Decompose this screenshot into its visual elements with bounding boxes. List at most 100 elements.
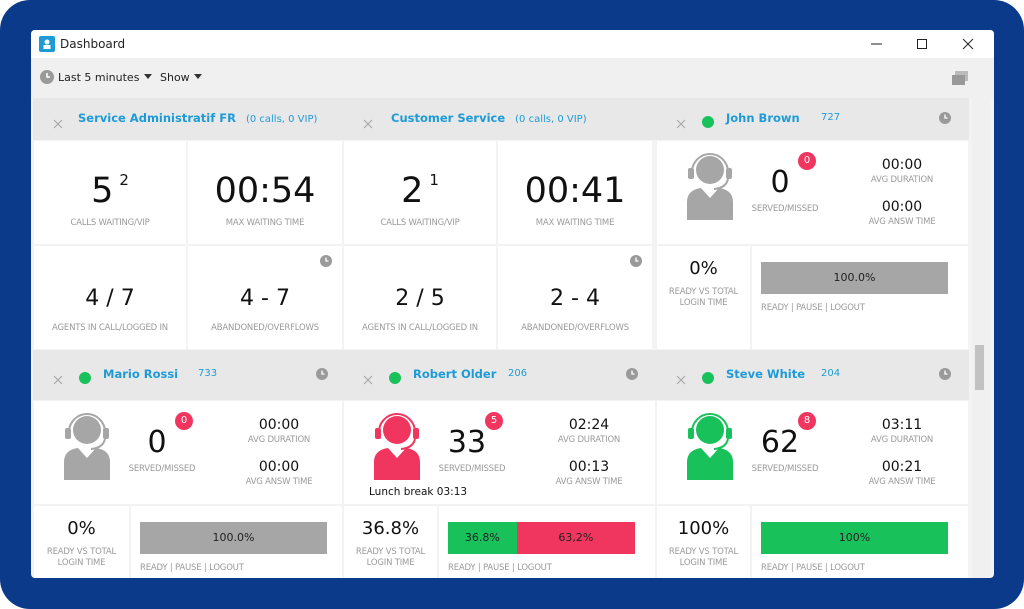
avg-duration-label: AVG DURATION (557, 435, 621, 445)
segment-label: 36.8% (464, 531, 500, 544)
stat-value: 00:54 (188, 171, 342, 211)
ready-cell: 36.8% READY VS TOTAL LOGIN TIME (344, 506, 437, 578)
ready-percent: 0% (689, 258, 718, 279)
queue-name: Service Administratif FR (78, 111, 236, 125)
served-label: SERVED/MISSED (438, 464, 506, 474)
stat-cell: 5 2 CALLS WAITING/VIP (34, 141, 186, 244)
served-count: 0 (147, 425, 167, 460)
segment-label: 100.0% (212, 531, 255, 544)
time-range[interactable]: Last 5 minutes (58, 71, 140, 84)
avg-answ-label: AVG ANSW TIME (245, 477, 313, 487)
avg-duration: 00:00 (881, 157, 923, 173)
queue-name: Customer Service (391, 111, 506, 125)
queue-summary: (0 calls, 0 VIP) (245, 114, 318, 125)
agent-name: Robert Older (413, 367, 497, 381)
agent-icon (684, 408, 736, 484)
agent-ext: 204 (821, 368, 841, 379)
title-bar (31, 30, 994, 58)
close-icon (676, 370, 686, 389)
avg-answ: 00:13 (568, 459, 610, 475)
bar-cell: 100.0% READY | PAUSE | LOGOUT (131, 506, 342, 578)
toolbar (31, 58, 994, 98)
served-count: 62 (760, 425, 800, 460)
status-dot (389, 369, 401, 388)
bar-cell: 100% READY | PAUSE | LOGOUT (752, 506, 968, 578)
avg-answ: 00:21 (881, 459, 923, 475)
clock-icon (320, 255, 332, 267)
dropdown-arrow (144, 74, 152, 79)
agent-ext: 206 (508, 368, 528, 379)
clock-icon (938, 110, 952, 129)
missed-badge: 0 (175, 412, 193, 430)
close-icon (363, 114, 373, 133)
window-title: Dashboard (60, 37, 126, 51)
stat-number: 2 (401, 171, 424, 211)
served-count: 33 (447, 425, 487, 460)
close-icon (363, 375, 373, 385)
agent-icon (684, 148, 736, 224)
window: Dashboard Last 5 minutes Show Service Ad… (31, 30, 994, 578)
ready-cell: 0% READY VS TOTAL LOGIN TIME (657, 246, 750, 349)
stat-label: ABANDONED/OVERFLOWS (521, 323, 629, 333)
served-label: SERVED/MISSED (128, 464, 196, 474)
stat-value: 00:41 (498, 171, 652, 211)
clock-icon (629, 253, 643, 272)
ready-label: READY VS TOTAL LOGIN TIME (355, 547, 426, 568)
agent-actions: READY | PAUSE | LOGOUT (761, 563, 865, 573)
queue-header (33, 98, 343, 140)
avg-duration: 00:00 (258, 417, 300, 433)
scroll-thumb[interactable] (975, 345, 984, 390)
ready-label: READY VS TOTAL LOGIN TIME (668, 287, 739, 308)
bar-cell: 100.0% READY | PAUSE | LOGOUT (752, 246, 968, 349)
close-icon (53, 375, 63, 385)
stat-cell: 00:41 MAX WAITING TIME (498, 141, 652, 244)
stat-value: 2 / 5 (395, 286, 445, 311)
clock-icon (40, 70, 54, 84)
queue-header-text: Service Administratif FR (0 calls, 0 VIP) (78, 111, 317, 125)
close-icon (363, 119, 373, 129)
stat-value: 4 / 7 (85, 286, 135, 311)
agent-icon (64, 412, 110, 480)
window-controls[interactable] (861, 30, 994, 58)
stat-label: MAX WAITING TIME (535, 218, 615, 228)
clock-icon (316, 368, 328, 380)
clock-icon (319, 253, 333, 272)
stat-cell: 2 - 4 ABANDONED/OVERFLOWS (498, 246, 652, 349)
scrollbar[interactable] (972, 98, 990, 578)
layout-icon[interactable] (951, 70, 969, 86)
show-menu[interactable]: Show (160, 71, 190, 84)
avg-duration-label: AVG DURATION (870, 435, 934, 445)
agent-icon (687, 152, 733, 220)
queue-summary: (0 calls, 0 VIP) (515, 114, 587, 125)
stat-number: 5 (91, 171, 114, 211)
ready-percent: 36.8% (361, 518, 420, 539)
served-label: SERVED/MISSED (751, 204, 819, 214)
close-icon (676, 375, 686, 385)
served-label: SERVED/MISSED (751, 464, 819, 474)
stat-value: 4 - 7 (240, 286, 290, 311)
clock-icon (625, 366, 639, 385)
ready-cell: 100% READY VS TOTAL LOGIN TIME (657, 506, 750, 578)
agent-note: Lunch break 03:13 (369, 486, 468, 498)
dropdown-arrow (194, 74, 202, 79)
close-icon (676, 119, 686, 129)
bar-cell: 36.8% 63,2% READY | PAUSE | LOGOUT (439, 506, 655, 578)
ready-label: READY VS TOTAL LOGIN TIME (46, 547, 117, 568)
ready-cell: 0% READY VS TOTAL LOGIN TIME (34, 506, 129, 578)
stat-cell: 4 - 7 ABANDONED/OVERFLOWS (188, 246, 342, 349)
segment-label: 100.0% (833, 271, 876, 284)
avg-duration-label: AVG DURATION (247, 435, 311, 445)
close-icon (53, 370, 63, 389)
status-dot (702, 116, 714, 128)
queue-header-text: Customer Service (0 calls, 0 VIP) (391, 111, 587, 125)
stat-label: CALLS WAITING/VIP (70, 218, 150, 228)
agent-actions: READY | PAUSE | LOGOUT (140, 563, 244, 573)
agent-icon (687, 412, 733, 480)
close-icon (53, 119, 63, 129)
status-dot (702, 113, 714, 132)
avg-duration: 03:11 (881, 417, 923, 433)
app-icon (39, 36, 55, 52)
ready-bar-segment: 100.0% (761, 262, 948, 294)
agent-ext: 727 (821, 112, 841, 123)
